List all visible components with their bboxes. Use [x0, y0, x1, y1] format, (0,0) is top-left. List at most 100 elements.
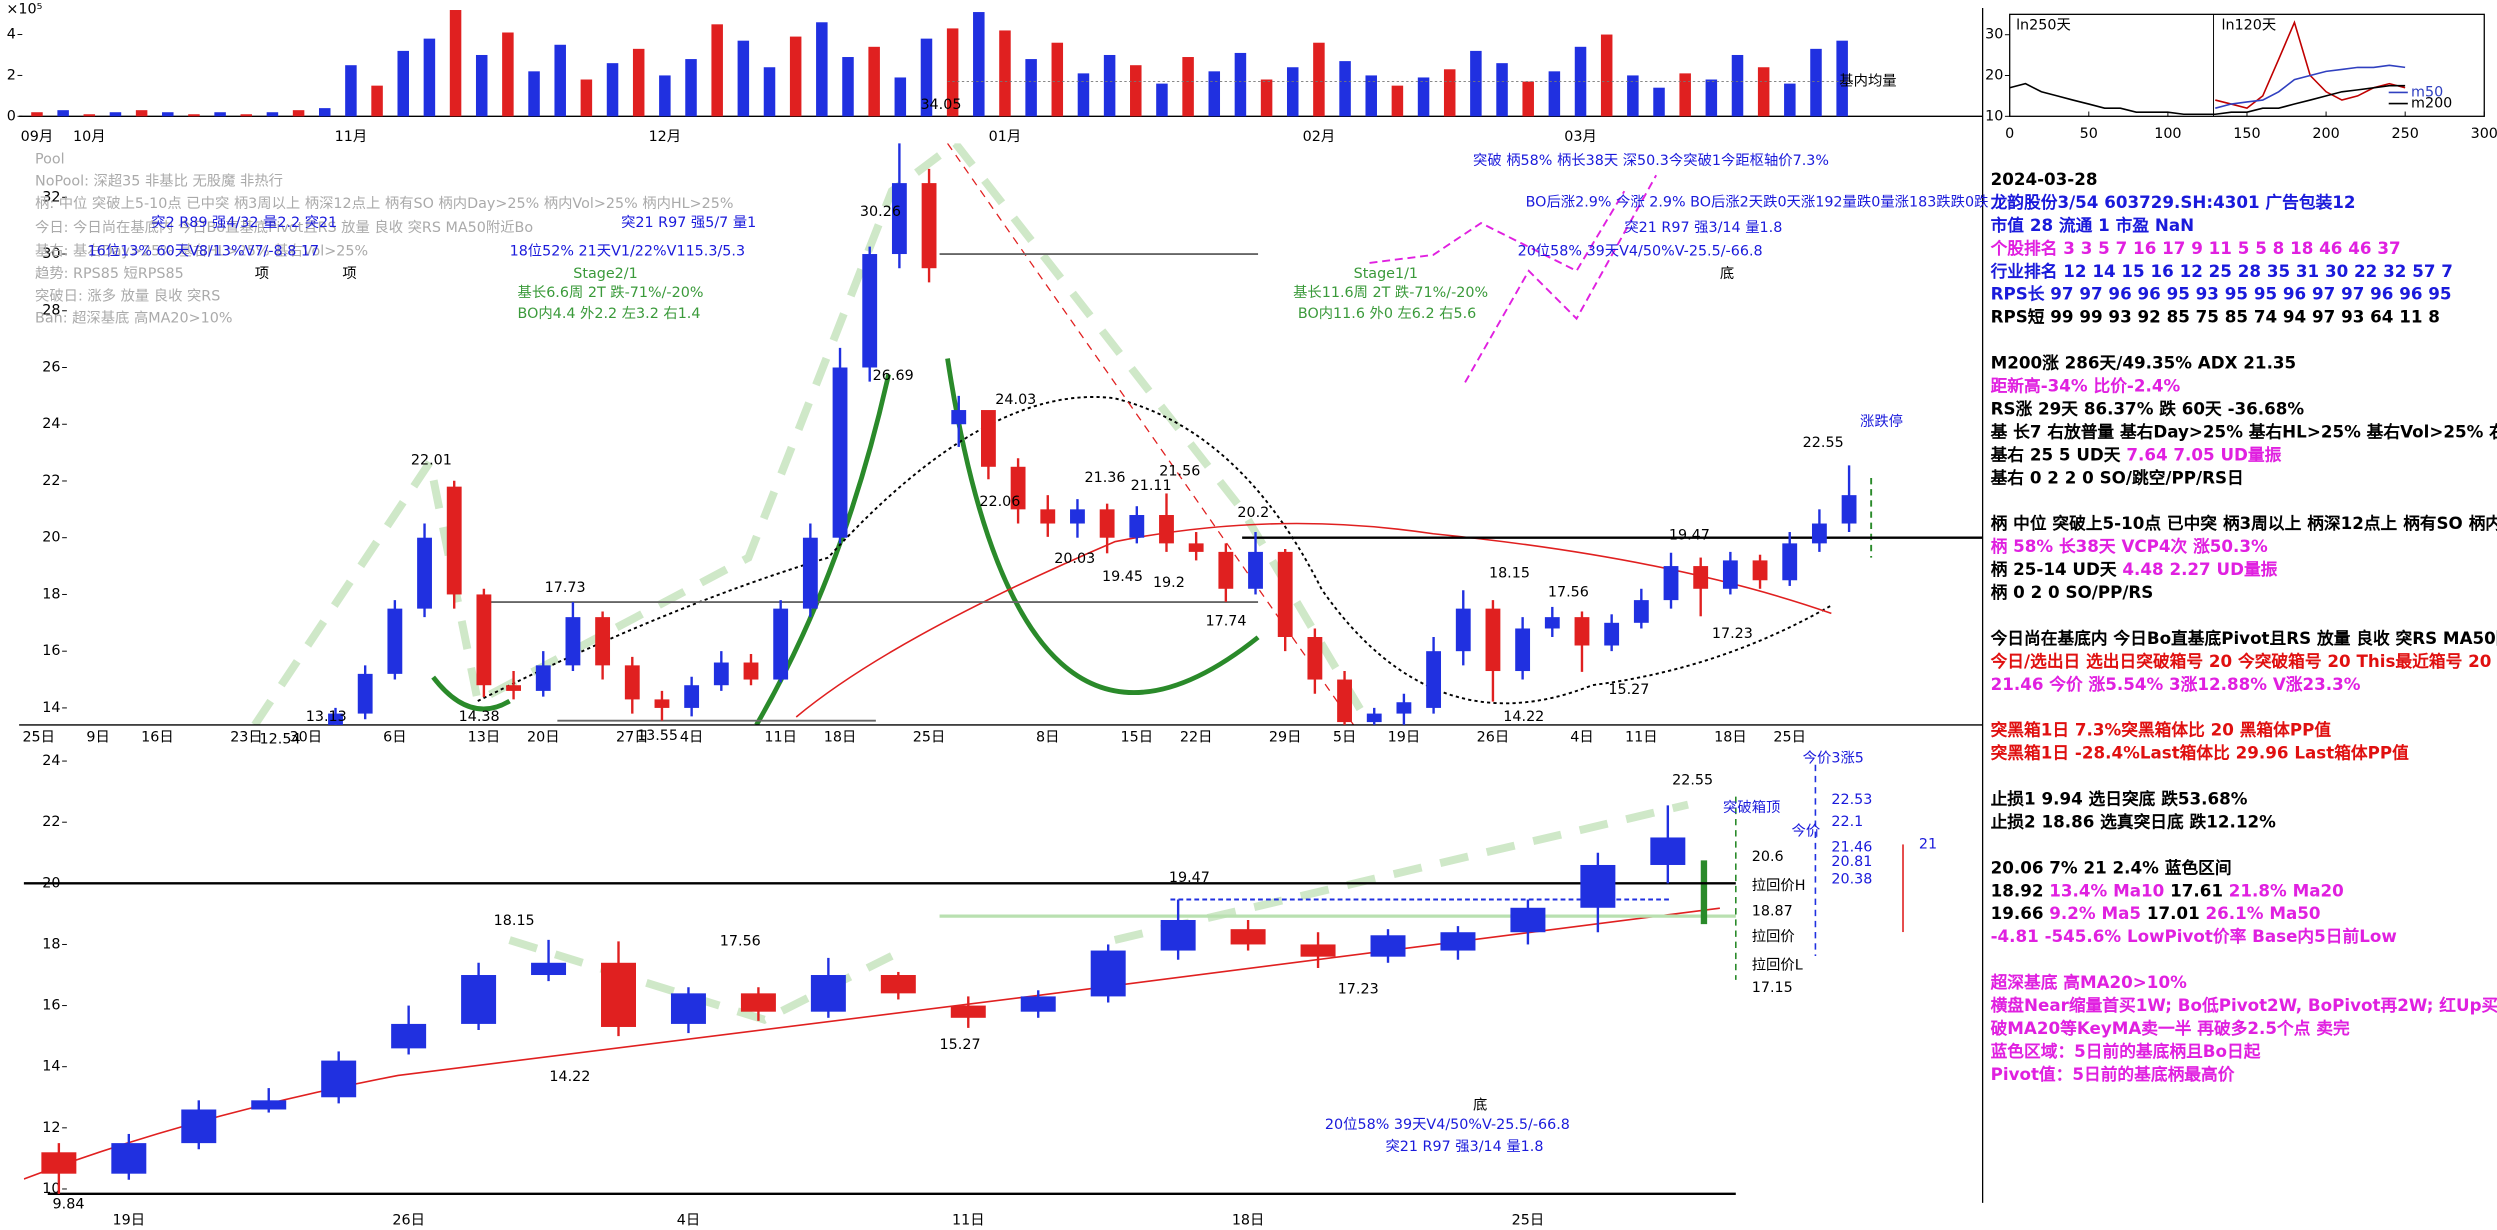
annotation: 14.38 [459, 709, 500, 725]
annotation: 15.27 [940, 1037, 981, 1053]
volume-bar [1208, 71, 1221, 117]
annotation: NoPool: 深超35 非基比 无股魔 非热行 [35, 173, 283, 190]
annotation: 21.11 [1131, 478, 1172, 494]
annotation: 17.73 [545, 580, 586, 596]
lines [2009, 20, 2406, 116]
volume-bar [1025, 59, 1037, 117]
y-tick-label: 12 [42, 1120, 60, 1136]
info-segment: 18.92 [1991, 880, 2050, 900]
candle-body [1159, 515, 1174, 544]
annotation: 20.38 [1831, 871, 1872, 887]
series-line [2215, 64, 2406, 109]
x-tick-label: 4日 [677, 1212, 700, 1228]
y-tick-label: 22 [42, 814, 60, 830]
candle-body [1099, 509, 1115, 538]
candle-body [251, 1100, 287, 1110]
candle-body [1070, 509, 1085, 524]
x-tick-label: 30日 [290, 730, 323, 746]
annotation: 20.2 [1237, 505, 1269, 521]
volume-bar [292, 110, 305, 117]
info-segment: 蓝色区域：5日前的基底柄且Bo日起 [1991, 1040, 2261, 1060]
volume-bar [737, 40, 750, 117]
volume-bar [1130, 65, 1142, 117]
volume-bar [816, 22, 828, 117]
x-tick-label: 200 [2312, 126, 2339, 142]
volume-bar [1679, 73, 1691, 117]
y-tick-label: 30 [1985, 27, 2003, 43]
annotation: 22.55 [1803, 435, 1844, 451]
candle-body [1307, 636, 1323, 680]
x-tick-label: 25日 [1773, 730, 1806, 746]
annotation: 18.87 [1752, 903, 1793, 919]
x-tick-label: 0 [2005, 126, 2014, 142]
volume-bar [973, 12, 985, 117]
annotation: 17.56 [720, 934, 761, 950]
info-line: 超深基底 高MA20>10% [1990, 972, 2187, 992]
x-tick-label: 12月 [649, 129, 682, 145]
volume-bar [842, 57, 854, 117]
info-segment: 今日/选出日 选出日突破箱号 20 今突破箱号 20 This最近箱号 20 [1990, 650, 2492, 670]
volume-bar [1548, 71, 1561, 117]
x-tick-label: 6日 [383, 730, 406, 746]
candle-body [1040, 509, 1056, 524]
info-segment: -4.81 -545.6% LowPivot价率 Base内5日前Low [1991, 926, 2397, 946]
annotation: 柄: 中位 突破上5-10点 已中突 柄3周以上 柄深12点上 柄有SO 柄内D… [35, 195, 733, 212]
candles [23, 805, 1736, 1196]
candle-body [1574, 617, 1590, 646]
info-line: 今日尚在基底内 今日Bo直基底Pivot且RS 放量 良收 突RS MA50附 [1990, 627, 2497, 647]
info-segment: RPS长 97 97 96 96 95 93 95 95 96 97 97 96… [1991, 283, 2452, 303]
x-tick-label: 29日 [1269, 730, 1302, 746]
volume-bar [1103, 54, 1116, 117]
candle-body [1650, 837, 1686, 865]
x-tick-label: 19日 [1388, 730, 1421, 746]
candle-body [891, 183, 907, 255]
volume-bar [240, 114, 253, 117]
y-tick-label: 18 [42, 586, 60, 602]
legend-label: m50 [2411, 84, 2443, 100]
series-line [2215, 20, 2406, 110]
candle-body [951, 410, 967, 425]
info-segment: RPS短 99 99 93 92 85 75 85 74 94 97 93 64… [1991, 306, 2440, 326]
candle-body [1010, 466, 1026, 510]
volume-bar [1731, 54, 1744, 117]
candle-body [1841, 495, 1857, 524]
candle-body [1693, 566, 1709, 589]
x-tick-label: 03月 [1564, 129, 1597, 145]
y-tick-label: 20 [42, 530, 60, 546]
x-tick-label: 50 [2080, 126, 2098, 142]
x-tick-label: 11月 [335, 129, 368, 145]
y-tick-label: 16 [42, 643, 60, 659]
candle-body [1782, 543, 1798, 581]
x-tick-label: 16日 [141, 730, 174, 746]
decorations-weekly [23, 764, 1904, 1180]
candle-body [1426, 651, 1442, 708]
candles [328, 143, 1983, 725]
candle-body [1722, 560, 1738, 589]
candle-body [1370, 935, 1406, 957]
volume-bar [345, 65, 357, 117]
info-segment: 止损1 9.94 选日突底 跌53.68% [1991, 788, 2248, 808]
annotation: 18.15 [494, 913, 535, 929]
volume-bar [554, 44, 566, 117]
reference-label: 基内均量 [1839, 73, 1896, 90]
x-tick-label: 22日 [1180, 730, 1213, 746]
x-tick-label: 100 [2154, 126, 2181, 142]
candle-body [1604, 622, 1620, 646]
arc-small [431, 675, 511, 712]
annotation: 21 [1919, 836, 1937, 852]
arc-right [945, 358, 1260, 695]
volume-bar [1574, 46, 1587, 117]
info-line: 基 长7 右放普量 基右Day>25% 基右HL>25% 基右Vol>25% 右… [1990, 421, 2497, 441]
dashed-pink [1369, 174, 1658, 383]
info-line: 蓝色区域：5日前的基底柄且Bo日起 [1991, 1040, 2261, 1060]
annotation: 22.1 [1831, 814, 1863, 830]
info-line: M200涨 286天/49.35% ADX 21.35 [1991, 352, 2297, 372]
annotation: 17.74 [1206, 613, 1247, 629]
annotation: 20.81 [1831, 854, 1872, 870]
candle-body [810, 975, 846, 1012]
annotation: 13.13 [306, 709, 347, 725]
candle-body [1396, 702, 1412, 714]
dashed-red [947, 143, 1355, 725]
info-line: 止损1 9.94 选日突底 跌53.68% [1991, 788, 2248, 808]
candle-body [1455, 608, 1471, 652]
